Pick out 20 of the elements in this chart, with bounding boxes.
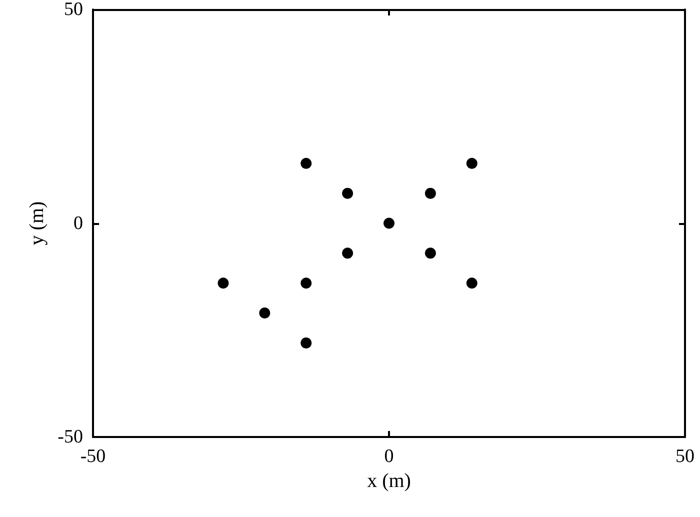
x-tick-label: 50	[676, 446, 694, 467]
y-tick-label: 50	[64, 0, 83, 20]
point	[259, 308, 270, 319]
point	[300, 278, 312, 289]
point	[300, 337, 312, 348]
point	[384, 218, 394, 229]
point	[466, 278, 478, 289]
point	[342, 248, 354, 259]
point	[424, 248, 436, 259]
point	[218, 278, 229, 289]
y-tick-label: -50	[58, 426, 83, 448]
x-tick-label: -50	[80, 446, 106, 467]
point	[424, 188, 436, 199]
x-tick-label: 0	[384, 446, 394, 467]
y-axis-title: y (m)	[26, 201, 48, 246]
point	[466, 158, 478, 169]
point	[342, 188, 354, 199]
x-axis-title: x (m)	[367, 470, 411, 492]
y-tick-label: 0	[74, 212, 83, 234]
point	[300, 158, 312, 169]
